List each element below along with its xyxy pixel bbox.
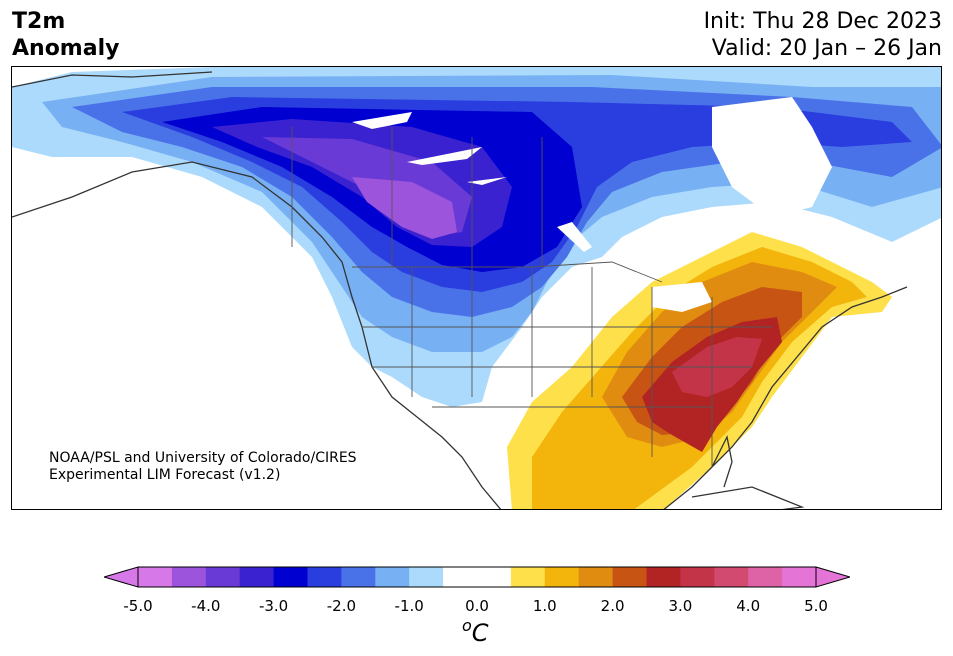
init-date: Init: Thu 28 Dec 2023 [703, 9, 942, 34]
coastlines [12, 71, 908, 509]
colorbar-tick-label: -1.0 [394, 597, 424, 615]
colorbar-tick-label: -4.0 [191, 597, 221, 615]
colorbar-segment [375, 567, 410, 587]
colorbar-segment [748, 567, 783, 587]
colorbar-segment [782, 567, 817, 587]
map-title: T2m Anomaly [12, 8, 119, 62]
colorbar-segment [612, 567, 647, 587]
colorbar-tick-label: -5.0 [123, 597, 153, 615]
colorbar-segment [409, 567, 444, 587]
political-borders [291, 127, 772, 467]
colorbar-tick-label: -2.0 [326, 597, 357, 615]
colorbar-segment [138, 567, 173, 587]
colorbar-border [137, 566, 817, 588]
colorbar-segment [239, 567, 275, 587]
forecast-dates: Init: Thu 28 Dec 2023 Valid: 20 Jan – 26… [704, 8, 942, 62]
colorbar-segment [477, 567, 512, 587]
colorbar-segment [171, 567, 207, 587]
colorbar-segment [544, 567, 580, 587]
colorbar-segment [205, 567, 241, 587]
colorbar-ticks: -5.0 -4.0 -3.0 -2.0 -1.0 0.0 1.0 2.0 3.0 4.0 5.0 [0, 597, 953, 617]
colorbar-segment [680, 567, 715, 587]
colorbar [104, 566, 850, 588]
unit-superscript: o [462, 616, 472, 635]
colorbar-segment [646, 567, 681, 587]
credit-text: NOAA/PSL and University of Colorado/CIRE… [49, 450, 357, 484]
colorbar-unit: oC [462, 616, 489, 647]
lakes [352, 97, 832, 312]
valid-date: Valid: 20 Jan – 26 Jan [711, 36, 942, 61]
colorbar-max-arrow [815, 566, 850, 588]
title-line-2: Anomaly [12, 36, 120, 61]
colorbar-tick-label: -3.0 [258, 597, 289, 615]
colorbar-tick-label: 1.0 [532, 597, 557, 615]
colorbar-segment [307, 567, 342, 587]
title-line-1: T2m [12, 9, 66, 34]
colorbar-segment [273, 567, 308, 587]
unit-letter: C [471, 619, 489, 647]
credit-line-1: NOAA/PSL and University of Colorado/CIRE… [49, 450, 357, 466]
colorbar-tick-label: 4.0 [736, 597, 761, 615]
anomaly-map-canvas [12, 67, 941, 509]
colorbar-tick-label: 5.0 [804, 597, 828, 615]
anomaly-map [11, 66, 942, 510]
colorbar-tick-label: 2.0 [600, 597, 625, 615]
colorbar-segment [714, 567, 749, 587]
credit-line-2: Experimental LIM Forecast (v1.2) [49, 467, 281, 483]
colorbar-segment [578, 567, 614, 587]
colorbar-segment [341, 567, 376, 587]
colorbar-min-arrow [104, 566, 139, 588]
colorbar-tick-label: 0.0 [465, 597, 489, 615]
colorbar-tick-label: 3.0 [668, 597, 693, 615]
colorbar-segment [443, 567, 478, 587]
warm-anomaly-region [507, 232, 892, 509]
colorbar-segment [510, 567, 546, 587]
